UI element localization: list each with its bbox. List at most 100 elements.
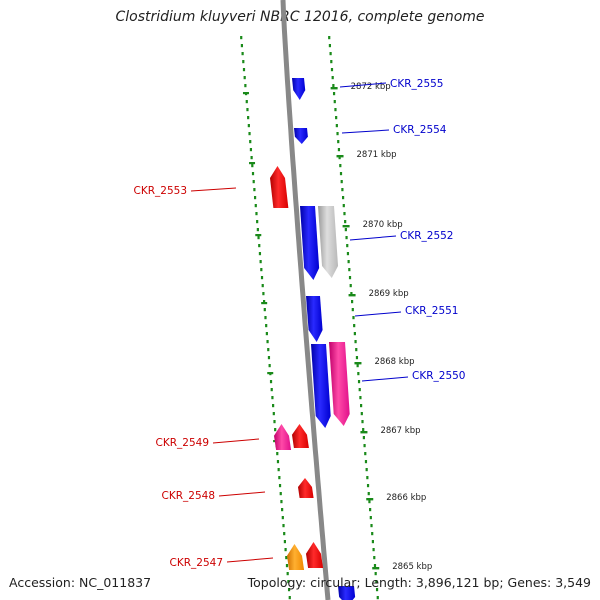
ring-dot bbox=[253, 196, 257, 200]
gene-label: CKR_2554 bbox=[393, 124, 447, 136]
kbp-tick-label: 2865 kbp bbox=[392, 562, 432, 572]
kbp-tick-mark bbox=[354, 362, 362, 365]
ring-major-tick bbox=[267, 372, 274, 375]
ring-dot bbox=[351, 300, 354, 304]
ring-dot bbox=[276, 452, 279, 456]
kbp-tick-mark bbox=[372, 567, 380, 570]
gene-arrow bbox=[311, 344, 331, 428]
ring-dot bbox=[346, 244, 349, 248]
gene-arrow bbox=[306, 296, 323, 342]
ring-dot bbox=[288, 596, 291, 600]
gene-arrow bbox=[292, 424, 309, 448]
ring-dot bbox=[370, 524, 373, 528]
ring-dot bbox=[375, 588, 379, 592]
ring-dot bbox=[356, 364, 359, 368]
ring-dot bbox=[252, 180, 255, 184]
ring-dot bbox=[244, 84, 247, 88]
ring-dot bbox=[360, 404, 363, 408]
ring-dot bbox=[372, 548, 375, 552]
ring-dot bbox=[276, 460, 280, 464]
ring-dot bbox=[336, 132, 339, 136]
ring-dot bbox=[342, 204, 345, 208]
ring-dot bbox=[283, 532, 286, 536]
gene-leader-line bbox=[212, 438, 260, 444]
ring-dot bbox=[273, 420, 276, 424]
ring-dot bbox=[367, 492, 370, 496]
ring-dot bbox=[373, 556, 376, 560]
ring-dot bbox=[344, 220, 347, 224]
ring-dot bbox=[255, 212, 258, 216]
ring-dot bbox=[271, 396, 274, 400]
ring-dot bbox=[267, 356, 271, 360]
ring-dot bbox=[272, 404, 275, 408]
kbp-tick-mark bbox=[366, 498, 374, 501]
gene-leader-line bbox=[218, 491, 266, 497]
gene-arrow bbox=[274, 424, 292, 450]
ring-dot bbox=[349, 284, 352, 288]
ring-dot bbox=[243, 76, 246, 80]
ring-dot bbox=[350, 292, 353, 296]
ring-dot bbox=[263, 308, 266, 312]
gene-arrow bbox=[306, 542, 324, 568]
ring-dot bbox=[256, 220, 259, 224]
ring-dot bbox=[371, 540, 374, 544]
ring-dot bbox=[369, 508, 372, 512]
ring-dot bbox=[373, 564, 377, 568]
ring-dot bbox=[256, 228, 259, 232]
ring-dot bbox=[240, 44, 244, 48]
ring-dot bbox=[272, 412, 275, 416]
ring-dot bbox=[264, 316, 267, 320]
ring-dot bbox=[265, 324, 268, 328]
gene-arrow bbox=[329, 342, 350, 426]
kbp-tick-label: 2868 kbp bbox=[374, 357, 414, 367]
ring-dot bbox=[279, 492, 282, 496]
kbp-tick-mark bbox=[336, 155, 344, 158]
ring-dot bbox=[358, 388, 361, 392]
ring-dot bbox=[352, 316, 355, 320]
gene-leader-line bbox=[226, 557, 274, 563]
ring-dot bbox=[330, 60, 333, 64]
ring-dot bbox=[261, 284, 264, 288]
kbp-tick-mark bbox=[348, 294, 356, 297]
ring-dot bbox=[332, 84, 335, 88]
ring-dot bbox=[332, 92, 336, 96]
ring-dot bbox=[254, 204, 257, 208]
ring-dot bbox=[248, 132, 251, 136]
ring-dot bbox=[274, 428, 277, 432]
kbp-tick-mark bbox=[360, 431, 368, 434]
ring-dot bbox=[257, 236, 260, 240]
ring-dot bbox=[287, 588, 291, 592]
kbp-tick-label: 2872 kbp bbox=[351, 82, 391, 92]
ring-dot bbox=[355, 356, 359, 360]
ring-major-tick bbox=[255, 234, 262, 237]
ring-dot bbox=[242, 60, 245, 64]
ring-dot bbox=[283, 540, 286, 544]
ring-dot bbox=[357, 372, 360, 376]
ring-dot bbox=[355, 348, 358, 352]
gene-arrow bbox=[300, 206, 320, 280]
ring-dot bbox=[262, 292, 265, 296]
ring-dot bbox=[365, 468, 368, 472]
genome-title: Clostridium kluyveri NBRC 12016, complet… bbox=[115, 9, 485, 25]
ring-dot bbox=[353, 332, 356, 336]
ring-dot bbox=[242, 68, 246, 72]
ring-dot bbox=[368, 500, 371, 504]
gene-label: CKR_2553 bbox=[134, 185, 187, 197]
ring-dot bbox=[344, 228, 347, 232]
gene-arrow bbox=[292, 78, 306, 100]
gene-leader-line bbox=[341, 129, 390, 134]
ring-dot bbox=[354, 340, 357, 344]
ring-dot bbox=[258, 252, 262, 256]
ring-dot bbox=[371, 532, 374, 536]
ring-dot bbox=[362, 436, 365, 440]
ring-dot bbox=[286, 572, 289, 576]
ring-dot bbox=[360, 412, 363, 416]
ring-dot bbox=[249, 140, 252, 144]
ring-dot bbox=[331, 76, 334, 80]
ring-dot bbox=[362, 428, 365, 432]
ring-dot bbox=[369, 516, 372, 520]
kbp-tick-label: 2866 kbp bbox=[386, 493, 426, 503]
ring-dot bbox=[353, 324, 356, 328]
